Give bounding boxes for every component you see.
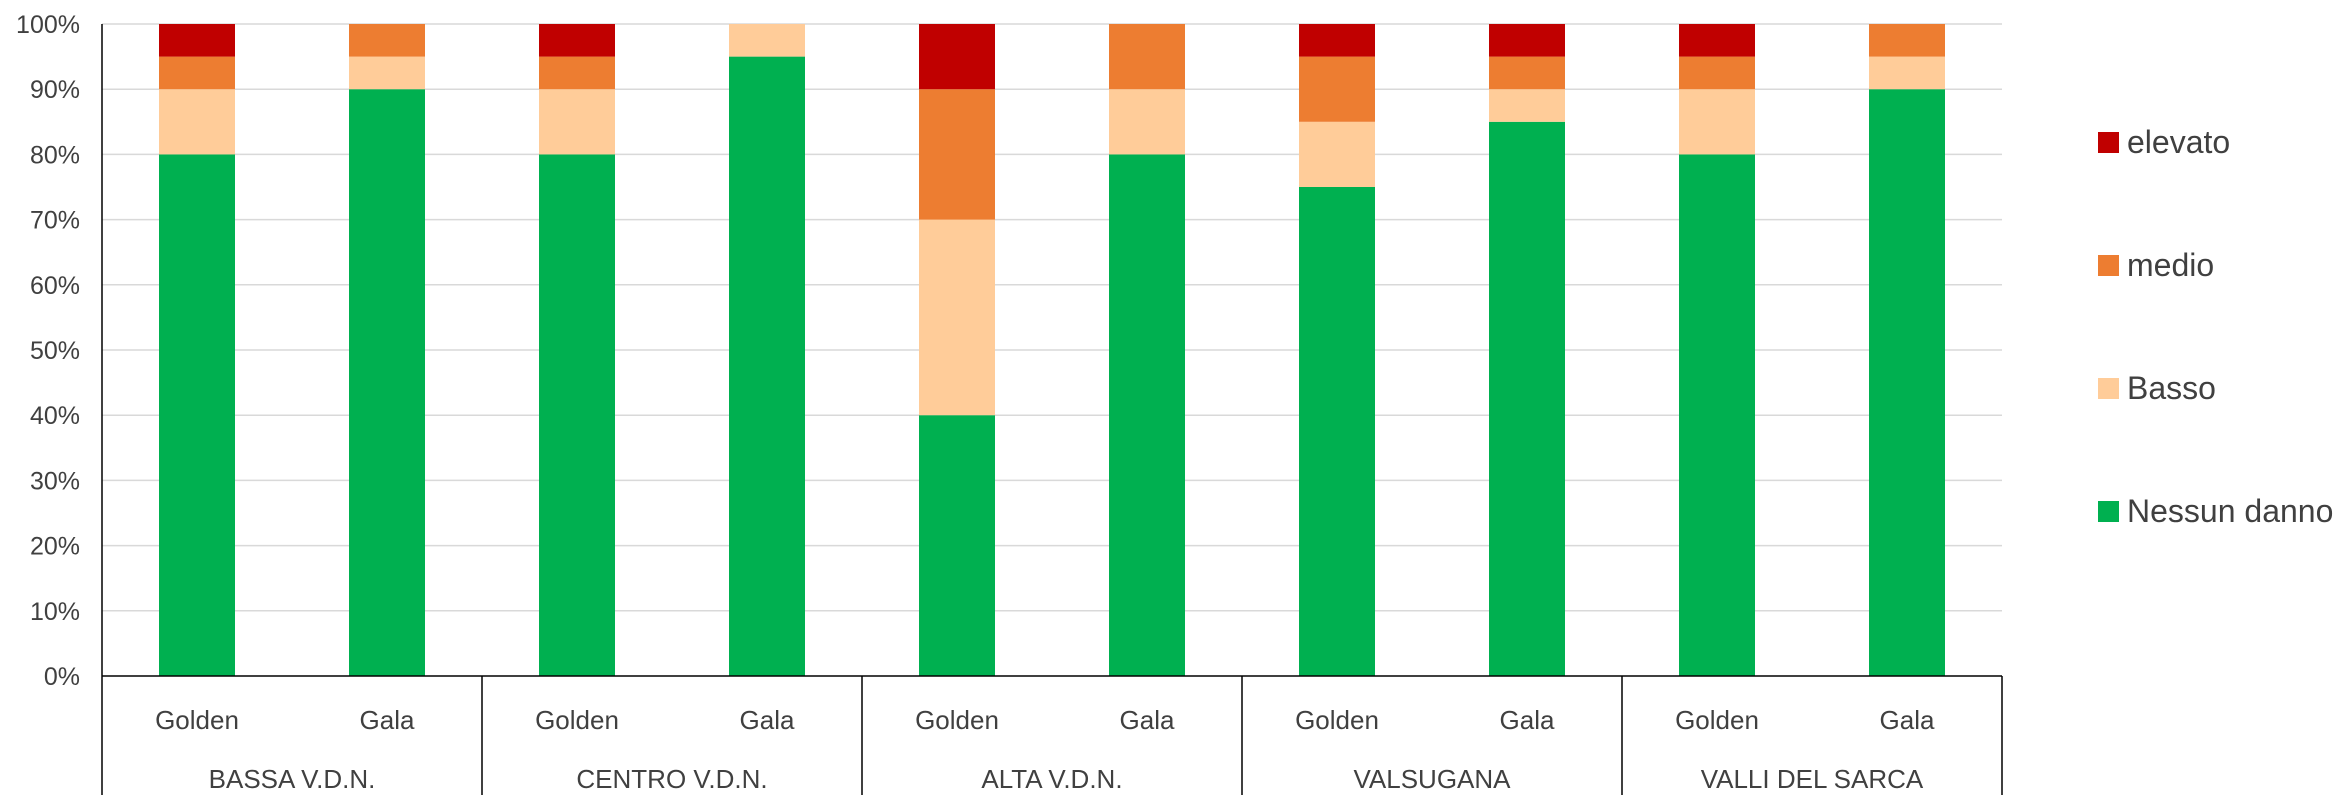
bar-segment (539, 89, 615, 155)
bars (159, 24, 1945, 677)
x-group-label: ALTA V.D.N. (981, 764, 1122, 794)
x-category-label: Gala (1500, 705, 1555, 735)
bar-segment (1489, 121, 1565, 677)
x-category-label: Gala (1880, 705, 1935, 735)
bar-segment (539, 24, 615, 57)
bar-segment (349, 56, 425, 90)
axes (101, 24, 2003, 795)
x-category-label: Golden (915, 705, 999, 735)
y-tick-label: 90% (30, 76, 80, 104)
legend-swatch (2098, 378, 2119, 399)
bar-segment (1679, 24, 1755, 57)
bar-segment (1869, 24, 1945, 57)
bar-segment (349, 24, 425, 57)
bar-segment (1679, 56, 1755, 90)
x-axis-labels: Golden Gala Golden Gala Golden Gala Golden Gala… (155, 705, 1935, 794)
legend-swatch (2098, 132, 2119, 153)
bar-segment (1299, 24, 1375, 57)
bar-segment (919, 89, 995, 220)
y-tick-label: 0% (44, 663, 80, 691)
y-axis-ticks: 0% 10% 20% 30% 40% 50% 60% 70% 80% 90% 100% (16, 11, 80, 691)
x-group-label: BASSA V.D.N. (209, 764, 376, 794)
bar-segment (1299, 56, 1375, 122)
y-tick-label: 20% (30, 533, 80, 561)
bar-segment (729, 56, 805, 677)
bar-segment (919, 24, 995, 90)
x-group-label: VALSUGANA (1353, 764, 1511, 794)
bar-segment (539, 154, 615, 676)
bar-segment (1869, 56, 1945, 90)
bar-segment (159, 24, 235, 57)
y-tick-label: 80% (30, 141, 80, 169)
legend: elevato medio Basso Nessun danno (2098, 124, 2333, 529)
legend-swatch (2098, 255, 2119, 276)
x-group-label: VALLI DEL SARCA (1701, 764, 1924, 794)
bar-segment (1109, 89, 1185, 155)
y-tick-label: 40% (30, 402, 80, 430)
bar-segment (919, 219, 995, 416)
y-tick-label: 30% (30, 467, 80, 495)
bar-segment (1299, 121, 1375, 187)
y-tick-label: 100% (16, 11, 80, 39)
bar-segment (1489, 56, 1565, 90)
bar-segment (1869, 89, 1945, 676)
bar-segment (159, 56, 235, 90)
bar-segment (159, 89, 235, 155)
bar-segment (349, 89, 425, 676)
bar-segment (1679, 89, 1755, 155)
bar-segment (1489, 89, 1565, 122)
y-tick-label: 50% (30, 337, 80, 365)
bar-segment (1489, 24, 1565, 57)
legend-label: medio (2127, 247, 2214, 283)
x-category-label: Golden (535, 705, 619, 735)
y-tick-label: 60% (30, 272, 80, 300)
bar-segment (1109, 154, 1185, 676)
x-category-label: Golden (155, 705, 239, 735)
x-category-label: Golden (1675, 705, 1759, 735)
legend-swatch (2098, 501, 2119, 522)
x-group-label: CENTRO V.D.N. (576, 764, 767, 794)
bar-segment (159, 154, 235, 676)
y-tick-label: 70% (30, 207, 80, 235)
bar-segment (919, 415, 995, 676)
x-category-label: Gala (360, 705, 415, 735)
bar-segment (1109, 24, 1185, 90)
y-tick-label: 10% (30, 598, 80, 626)
x-category-label: Gala (1120, 705, 1175, 735)
x-category-label: Golden (1295, 705, 1379, 735)
bar-segment (539, 56, 615, 90)
x-category-label: Gala (740, 705, 795, 735)
legend-label: Basso (2127, 370, 2216, 406)
legend-label: Nessun danno (2127, 493, 2333, 529)
bar-segment (1679, 154, 1755, 676)
bar-segment (729, 24, 805, 57)
legend-label: elevato (2127, 124, 2230, 160)
bar-segment (1299, 187, 1375, 676)
